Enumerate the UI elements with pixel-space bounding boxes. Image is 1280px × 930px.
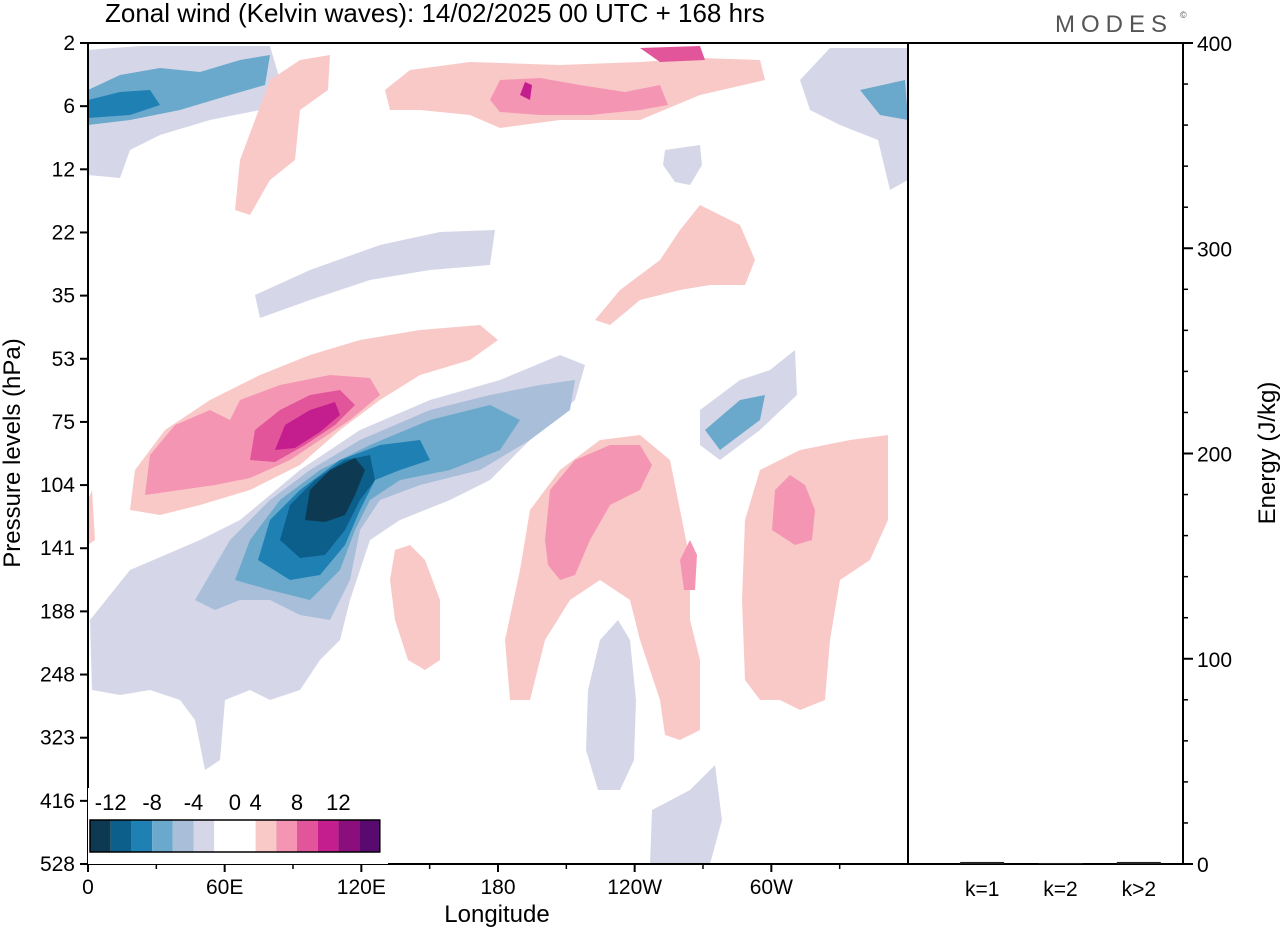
y-tick-label: 416 xyxy=(40,790,75,813)
energy-y-tick-label: 300 xyxy=(1197,238,1232,261)
y-tick-label: 104 xyxy=(40,474,75,497)
legend-swatch xyxy=(359,820,380,852)
legend-swatch xyxy=(152,820,173,852)
energy-bar xyxy=(1116,861,1161,864)
energy-bar xyxy=(960,861,1005,864)
legend-label: 8 xyxy=(291,790,303,815)
y-tick-label: 188 xyxy=(40,600,75,623)
y-tick-label: 53 xyxy=(52,348,75,371)
legend-swatch xyxy=(317,820,339,852)
energy-bars xyxy=(960,861,1161,864)
y-tick-label: 2 xyxy=(63,32,75,55)
contour-neg-top-right-strip xyxy=(860,80,908,120)
contour-pos-2-far-right xyxy=(772,475,815,545)
legend-swatches xyxy=(89,819,381,853)
x-tick-label: 120E xyxy=(337,876,386,899)
legend-swatch xyxy=(193,820,215,852)
contour-pos-light-right-low xyxy=(88,490,95,545)
legend-label: 4 xyxy=(249,790,261,815)
legend-swatch xyxy=(297,820,318,852)
y-tick-label: 141 xyxy=(40,537,75,560)
energy-axis-label: Energy (J/kg) xyxy=(1254,382,1280,525)
energy-frame xyxy=(907,42,1184,865)
legend-label: -12 xyxy=(95,790,127,815)
contour-neg-light-bottom xyxy=(586,620,636,790)
legend-swatch xyxy=(338,820,360,852)
y-tick-label: 35 xyxy=(52,285,75,308)
contour-neg-light-bottom-right xyxy=(650,765,722,864)
contour-neg-top-strip-dark xyxy=(88,90,160,118)
brand-mark: © xyxy=(1180,10,1187,20)
energy-x-labels: k=1 k=2 k>2 xyxy=(965,878,1156,901)
y-tick-label: 6 xyxy=(63,95,75,118)
legend-label: 0 xyxy=(229,790,241,815)
legend-swatch xyxy=(276,820,297,852)
legend-swatch xyxy=(131,820,153,852)
legend-labels: -12 -8 -4 0 4 8 12 xyxy=(95,790,351,815)
contour-pos-light-far-right xyxy=(742,435,888,710)
legend-colorbar: -12 -8 -4 0 4 8 12 xyxy=(88,788,388,864)
energy-y-tick-label: 400 xyxy=(1197,33,1232,56)
energy-bar xyxy=(1038,862,1083,864)
y-tick-label: 528 xyxy=(40,853,75,876)
energy-category-label: k>2 xyxy=(1122,878,1156,901)
energy-plot: 0 100 200 300 400 k=1 k=2 k>2 xyxy=(907,33,1232,901)
energy-y-tick-label: 0 xyxy=(1197,854,1209,877)
legend-swatch xyxy=(172,820,194,852)
energy-y-ticks: 0 100 200 300 400 xyxy=(1183,33,1232,877)
legend-swatch xyxy=(255,820,277,852)
legend-label: -4 xyxy=(184,790,204,815)
energy-y-tick-label: 200 xyxy=(1197,444,1232,467)
contour-neg-light-small xyxy=(663,145,702,185)
contour-pos-4-top xyxy=(520,82,532,100)
contour-neg-light-top-right xyxy=(800,48,908,190)
chart-title: Zonal wind (Kelvin waves): 14/02/2025 00… xyxy=(105,0,765,28)
y-axis-label: Pressure levels (hPa) xyxy=(0,338,26,567)
contour-field xyxy=(88,46,908,864)
y-tick-label: 22 xyxy=(52,221,75,244)
x-tick-label: 0 xyxy=(82,876,94,899)
x-ticks: 0 60E 120E 180 120W 60W xyxy=(82,864,841,899)
energy-category-label: k=2 xyxy=(1043,878,1077,901)
y-tick-label: 248 xyxy=(40,664,75,687)
contour-neg-light-band xyxy=(255,230,495,318)
legend-swatch xyxy=(234,820,256,852)
x-tick-label: 180 xyxy=(480,876,515,899)
y-tick-label: 323 xyxy=(40,727,75,750)
contour-pos-light-upper xyxy=(595,205,755,325)
legend-bar-frame xyxy=(89,819,381,853)
contour-pos-light-stem xyxy=(235,55,330,215)
legend-swatch xyxy=(214,820,235,852)
y-tick-label: 75 xyxy=(52,411,75,434)
contour-neg-6 xyxy=(305,458,365,522)
brand-logo: MODES xyxy=(1055,11,1173,38)
legend-swatch xyxy=(110,820,132,852)
heatmap-plot: 2 6 12 22 35 53 75 104 141 188 248 323 416 528 0 60E 12… xyxy=(40,32,909,899)
y-ticks-left: 2 6 12 22 35 53 75 104 141 188 248 323 416 528 xyxy=(40,32,88,876)
contour-neg-right-mid xyxy=(705,395,765,450)
contour-pos-3-top-right xyxy=(640,46,705,62)
contour-pos-2-right xyxy=(545,445,652,580)
y-tick-label: 12 xyxy=(52,158,75,181)
contour-pos-4 xyxy=(275,402,340,450)
contour-pos-2-right-small xyxy=(680,540,697,590)
x-tick-label: 60W xyxy=(750,876,793,899)
legend-swatch xyxy=(90,820,111,852)
energy-category-label: k=1 xyxy=(965,878,999,901)
x-axis-label: Longitude xyxy=(444,901,549,928)
legend-label: -8 xyxy=(142,790,162,815)
x-tick-label: 60E xyxy=(206,876,243,899)
legend-label: 12 xyxy=(326,790,350,815)
contour-pos-2-top xyxy=(490,78,668,115)
energy-y-tick-label: 100 xyxy=(1197,649,1232,672)
contour-pos-light-stem-low xyxy=(390,545,440,670)
x-tick-label: 120W xyxy=(607,876,662,899)
